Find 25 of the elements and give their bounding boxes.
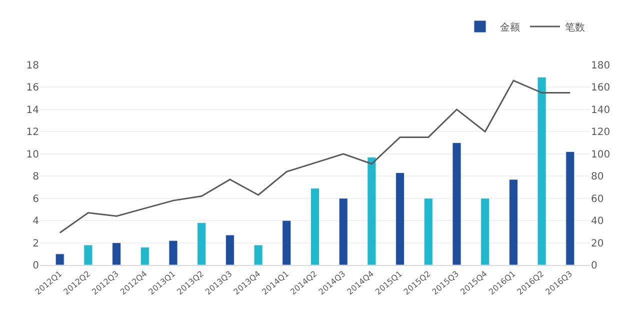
y-tick-label: 14: [26, 104, 39, 116]
y-tick-label: 16: [26, 82, 39, 94]
legend-label: 笔数: [565, 21, 585, 34]
y2-tick-label: 100: [591, 149, 610, 160]
y2-tick-label: 180: [591, 60, 610, 72]
y-tick-label: 6: [32, 194, 39, 205]
y2-tick-label: 140: [591, 104, 610, 116]
y2-tick-label: 160: [591, 82, 610, 94]
line-series: [59, 80, 571, 234]
y-tick-label: 4: [32, 216, 39, 228]
y-tick-label: 2: [32, 238, 39, 250]
y2-tick-label: 0: [591, 260, 598, 272]
y2-tick-label: 40: [591, 216, 604, 228]
legend-label: 金额: [500, 21, 520, 34]
y2-tick-label: 120: [591, 127, 610, 138]
y-tick-label: 12: [26, 127, 39, 138]
y2-tick-label: 20: [591, 238, 604, 250]
y2-tick-label: 60: [591, 194, 604, 205]
y2-tick-label: 80: [591, 172, 604, 183]
y-tick-label: 10: [26, 149, 39, 160]
bar: [55, 254, 64, 265]
bar: [140, 246, 150, 265]
y-tick-label: 0: [32, 260, 39, 272]
y-tick-label: 18: [26, 60, 39, 72]
y-tick-label: 8: [32, 172, 39, 183]
